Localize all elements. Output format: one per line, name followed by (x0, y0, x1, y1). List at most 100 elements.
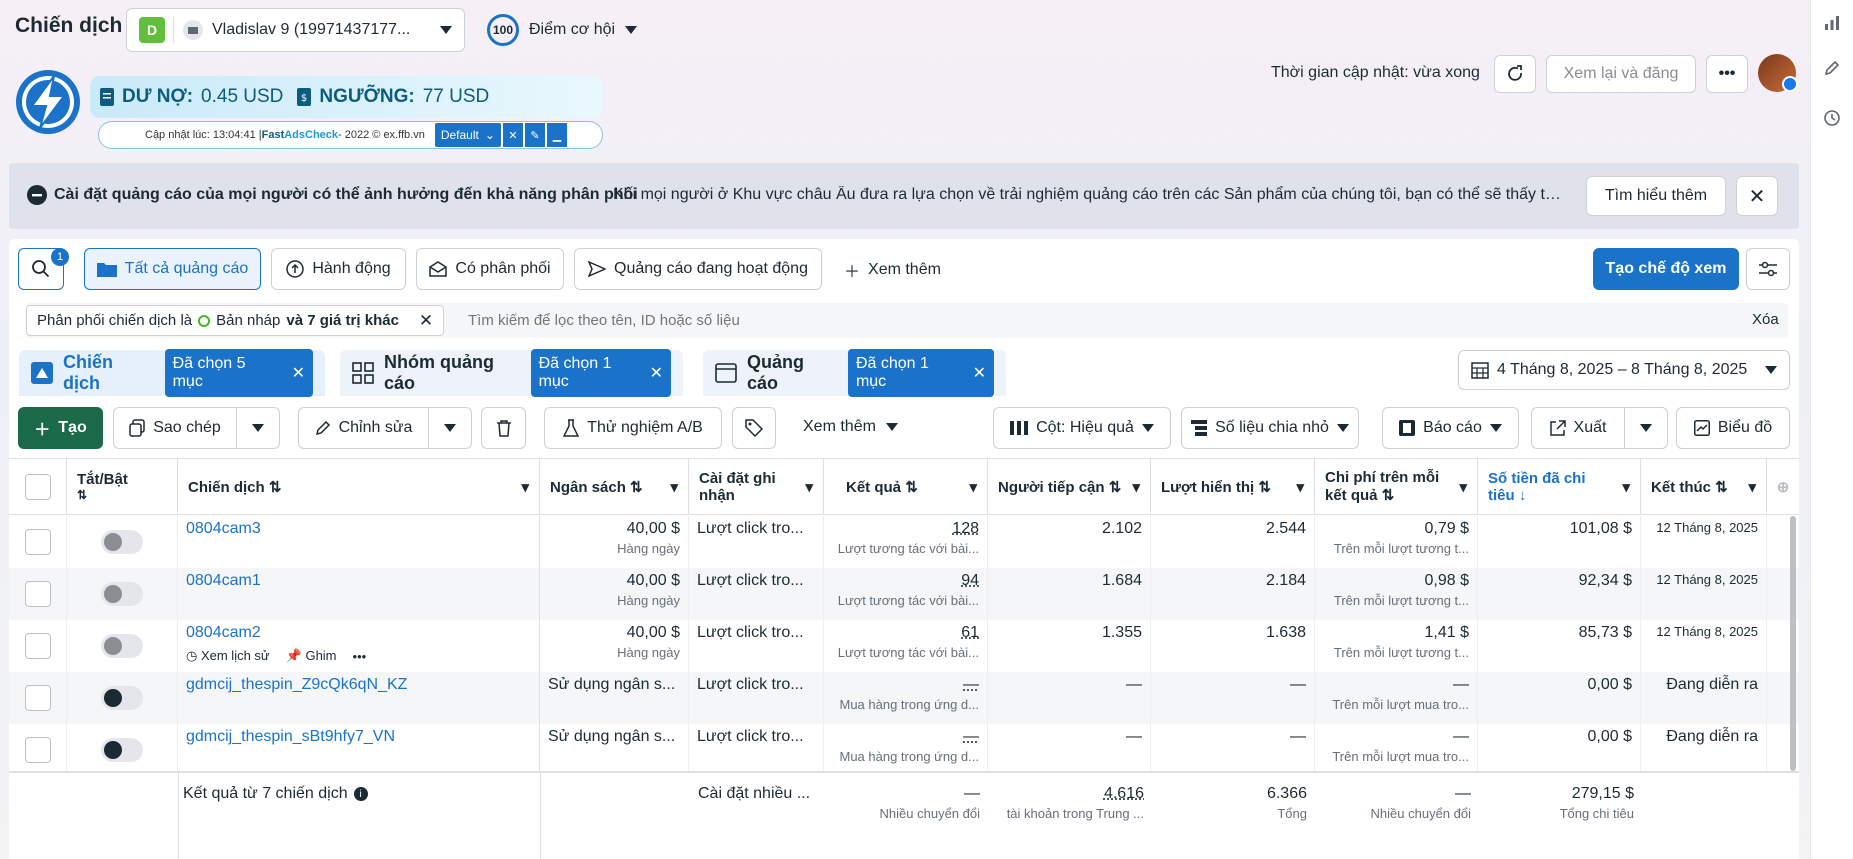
export-dropdown[interactable] (1624, 407, 1668, 449)
shuffle-icon[interactable]: ✕ (502, 123, 523, 147)
end-header[interactable]: Kết thúc ⇅ ▾ (1641, 459, 1767, 515)
minimize-icon[interactable]: ▁ (546, 123, 567, 147)
date-range-picker[interactable]: 4 Tháng 8, 2025 – 8 Tháng 8, 2025 (1458, 350, 1790, 390)
copy-button[interactable]: Sao chép (113, 407, 237, 449)
tab-campaigns[interactable]: Chiến dịch Đã chọn 5 mục ✕ (19, 349, 325, 397)
close-icon[interactable]: ✕ (972, 365, 986, 382)
close-icon[interactable]: ✕ (649, 365, 663, 382)
toggle-column-label: Tắt/Bật (77, 471, 128, 488)
end-value: Đang diễn ra (1666, 676, 1758, 693)
ab-test-button[interactable]: Thử nghiệm A/B (544, 407, 722, 449)
results-header[interactable]: Kết quả ⇅ ▾ (824, 459, 988, 515)
delivery-filter-chip[interactable]: Phân phối chiến dịch là Bản nháp và 7 gi… (26, 305, 445, 336)
caret-down-icon (444, 424, 456, 432)
edit-button[interactable]: Chỉnh sửa (298, 407, 429, 449)
row-checkbox[interactable] (24, 529, 51, 555)
edit-icon[interactable]: ✎ (524, 123, 545, 147)
tab-ads[interactable]: Quảng cáo Đã chọn 1 mục ✕ (703, 349, 1006, 397)
settings-sliders-button[interactable] (1746, 248, 1790, 290)
create-button[interactable]: ＋ Tạo (18, 407, 103, 449)
table-row[interactable]: 0804cam3 40,00 $ Hàng ngày Lượt click tro..… (9, 516, 1799, 568)
campaign-toggle[interactable] (101, 738, 143, 762)
close-icon[interactable]: ✕ (291, 365, 305, 382)
more-icon[interactable]: ••• (352, 648, 367, 664)
campaign-name-link[interactable]: 0804cam3 (186, 520, 261, 537)
all-ads-tab[interactable]: Tất cả quảng cáo (84, 248, 261, 290)
clear-filters-button[interactable]: Xóa (1752, 311, 1779, 328)
results-subtext: Lượt tương tác với bài... (837, 645, 979, 660)
campaign-name-link[interactable]: 0804cam1 (186, 572, 261, 589)
bar-chart-icon[interactable] (1823, 14, 1841, 32)
reach-header[interactable]: Người tiếp cận ⇅ ▾ (988, 459, 1151, 515)
info-icon[interactable]: i (353, 787, 368, 801)
more-options-button[interactable]: ••• (1706, 55, 1748, 93)
ad-selection-badge[interactable]: Đã chọn 1 mục ✕ (847, 349, 994, 397)
reach-cell: 1.684 (988, 568, 1151, 620)
campaign-toggle[interactable] (101, 582, 143, 606)
sort-icon: ⇅ (905, 478, 918, 496)
impr-cell: 2.184 (1151, 568, 1315, 620)
results-cell: — Mua hàng trong ứng d... (824, 724, 988, 776)
row-checkbox[interactable] (24, 685, 51, 711)
campaign-toggle[interactable] (101, 634, 143, 658)
active-ads-tab[interactable]: Quảng cáo đang hoạt động (574, 248, 822, 290)
delete-button[interactable] (481, 407, 526, 449)
campaign-toggle[interactable] (101, 530, 143, 554)
table-row[interactable]: gdmcij_thespin_sBt9hfy7_VN Sử dụng ngân s… (9, 724, 1799, 776)
select-all-checkbox[interactable] (24, 473, 51, 500)
export-button[interactable]: Xuất (1531, 407, 1625, 449)
preset-select[interactable]: Default ⌄ (434, 123, 501, 147)
campaign-name-link[interactable]: 0804cam2 (186, 624, 261, 641)
caret-down-icon: ▾ (521, 478, 529, 496)
close-banner-button[interactable]: ✕ (1736, 176, 1778, 216)
table-row[interactable]: 0804cam2 ◷ Xem lịch sử 📌 Ghim ••• 40,00 $ Hàn… (9, 620, 1799, 672)
close-icon[interactable]: ✕ (418, 310, 434, 330)
cpr-cell: — Trên mỗi lượt mua tro... (1315, 672, 1478, 724)
edit-dropdown[interactable] (428, 407, 472, 449)
chart-button[interactable]: Biểu đồ (1676, 407, 1790, 449)
reports-button[interactable]: Báo cáo (1382, 407, 1519, 449)
cpr-value: 1,41 $ (1424, 624, 1469, 641)
impressions-header[interactable]: Lượt hiển thị ⇅ ▾ (1151, 459, 1315, 515)
cpr-header[interactable]: Chi phí trên mỗi kết quả ⇅ ▾ (1315, 459, 1478, 515)
campaign-name-link[interactable]: gdmcij_thespin_Z9cQk6qN_KZ (186, 676, 408, 693)
see-more-filters[interactable]: ＋ Xem thêm (844, 258, 941, 282)
tab-adsets[interactable]: Nhóm quảng cáo Đã chọn 1 mục ✕ (340, 349, 683, 397)
page-title: Chiến dịch (15, 14, 123, 37)
row-checkbox[interactable] (24, 737, 51, 763)
pencil-icon[interactable] (1823, 59, 1841, 77)
campaign-selection-badge[interactable]: Đã chọn 5 mục ✕ (164, 349, 313, 397)
table-scrollbar[interactable] (1790, 516, 1796, 771)
adset-selection-badge[interactable]: Đã chọn 1 mục ✕ (530, 349, 671, 397)
add-column-button[interactable]: ⊕ (1767, 459, 1799, 515)
account-selector[interactable]: D Vladislav 9 (19971437177... (126, 8, 465, 52)
campaign-header[interactable]: Chiến dịch ⇅ ▾ (178, 459, 540, 515)
review-publish-button[interactable]: Xem lại và đăng (1546, 55, 1696, 93)
breakdown-button[interactable]: Số liệu chia nhỏ (1181, 407, 1359, 449)
copy-dropdown[interactable] (236, 407, 280, 449)
pin-action[interactable]: 📌 Ghim (285, 648, 337, 663)
tag-button[interactable] (732, 407, 776, 449)
row-checkbox[interactable] (24, 581, 51, 607)
budget-header[interactable]: Ngân sách ⇅ ▾ (540, 459, 689, 515)
learn-more-button[interactable]: Tìm hiểu thêm (1586, 176, 1726, 216)
campaign-name-link[interactable]: gdmcij_thespin_sBt9hfy7_VN (186, 728, 396, 745)
table-row[interactable]: gdmcij_thespin_Z9cQk6qN_KZ Sử dụng ngân s… (9, 672, 1799, 724)
refresh-button[interactable] (1494, 55, 1536, 93)
actions-tab[interactable]: Hành động (271, 248, 406, 290)
row-checkbox[interactable] (24, 633, 51, 659)
opportunity-score[interactable]: 100 Điểm cơ hội (487, 12, 638, 48)
toggle-header[interactable]: Tắt/Bật ⇅ (67, 459, 178, 515)
attribution-header[interactable]: Cài đặt ghi nhận ▾ (689, 459, 824, 515)
history-action[interactable]: ◷ Xem lịch sử (186, 648, 270, 663)
results-value: 94 (961, 572, 979, 589)
clock-icon[interactable] (1823, 109, 1841, 127)
delivering-tab[interactable]: Có phân phối (416, 248, 564, 290)
search-input[interactable] (468, 305, 1718, 336)
create-view-button[interactable]: Tạo chế độ xem (1593, 248, 1739, 290)
table-row[interactable]: 0804cam1 40,00 $ Hàng ngày Lượt click tro..… (9, 568, 1799, 620)
spent-header[interactable]: Số tiền đã chi tiêu ↓ ▾ (1478, 459, 1641, 515)
campaign-toggle[interactable] (101, 686, 143, 710)
columns-button[interactable]: Cột: Hiệu quả (993, 407, 1171, 449)
toolbar-see-more[interactable]: Xem thêm (803, 418, 898, 436)
